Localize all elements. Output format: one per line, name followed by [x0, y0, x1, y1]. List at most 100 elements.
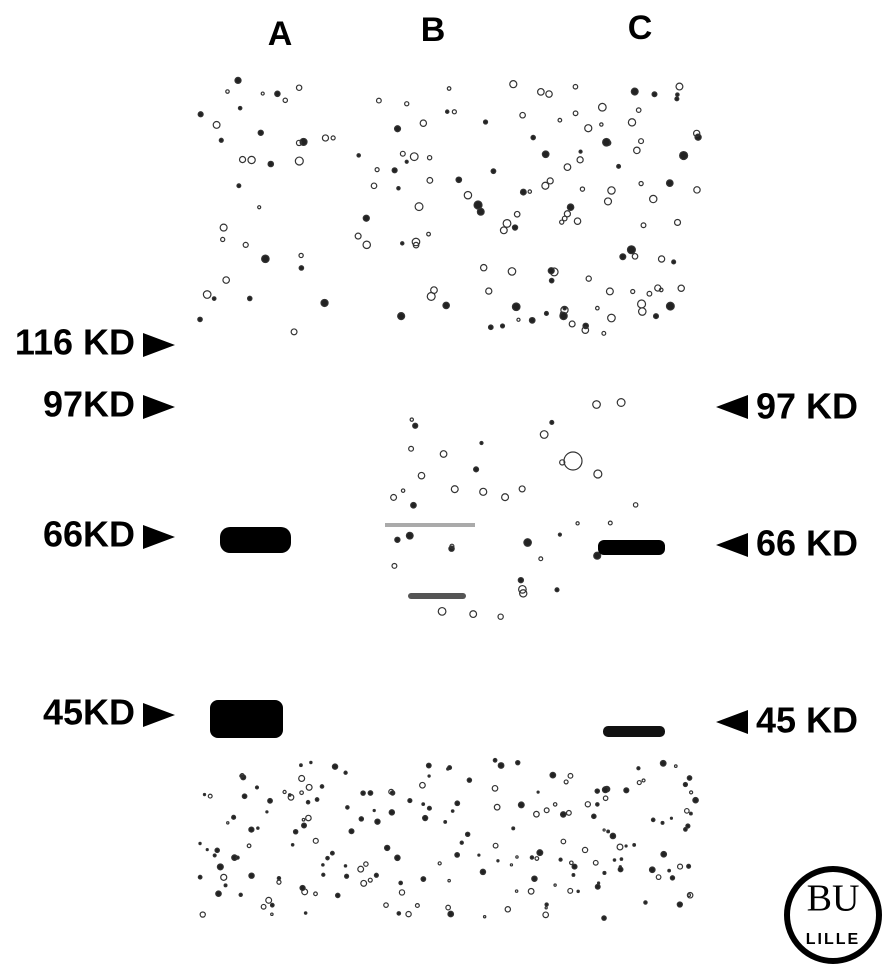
marker-label: 97KD: [43, 384, 135, 425]
speckle-dot: [532, 876, 537, 881]
speckle-dot: [198, 875, 202, 879]
lane-label: C: [628, 9, 653, 47]
speckle-dot: [537, 791, 539, 793]
speckle-dot: [232, 815, 236, 819]
speckle-dot: [524, 539, 531, 546]
speckle-dot: [512, 827, 515, 830]
speckle-dot: [455, 801, 460, 806]
speckle-dot: [217, 864, 223, 870]
speckle-dot: [572, 864, 577, 869]
speckle-dot: [661, 821, 664, 824]
speckle-dot: [548, 268, 554, 274]
speckle-dot: [411, 503, 417, 509]
speckle-dot: [270, 903, 274, 907]
band: [220, 527, 291, 553]
background: [0, 0, 883, 976]
marker-label: 116 KD: [15, 322, 135, 363]
stamp-text: LILLE: [806, 931, 860, 948]
speckle-dot: [248, 296, 252, 300]
speckle-dot: [344, 865, 346, 867]
speckle-dot: [336, 893, 340, 897]
speckle-dot: [451, 810, 453, 812]
speckle-dot: [545, 903, 548, 906]
speckle-dot: [359, 817, 363, 821]
blot-figure: A B C 116 KD 97KD 66KD 45KD 97 KD 66 KD …: [0, 0, 883, 976]
speckle-dot: [427, 806, 431, 810]
speckle-dot: [455, 853, 460, 858]
speckle-dot: [603, 872, 606, 875]
speckle-dot: [385, 845, 390, 850]
speckle-dot: [579, 150, 582, 153]
speckle-dot: [687, 864, 691, 868]
speckle-dot: [198, 317, 202, 321]
speckle-dot: [213, 854, 216, 857]
speckle-dot: [567, 204, 573, 210]
speckle-dot: [315, 798, 319, 802]
speckle-dot: [610, 833, 615, 838]
speckle-dot: [203, 793, 205, 795]
speckle-dot: [624, 788, 629, 793]
speckle-dot: [357, 154, 360, 157]
speckle-dot: [249, 873, 254, 878]
band: [603, 726, 665, 737]
speckle-dot: [426, 763, 431, 768]
speckle-dot: [306, 801, 309, 804]
speckle-dot: [467, 778, 471, 782]
marker-label: 97 KD: [756, 386, 858, 427]
speckle-dot: [423, 815, 428, 820]
speckle-dot: [216, 891, 221, 896]
speckle-dot: [670, 817, 672, 819]
speckle-dot: [401, 242, 404, 245]
speckle-dot: [491, 169, 496, 174]
speckle-dot: [349, 829, 354, 834]
speckle-dot: [405, 160, 408, 163]
speckle-dot: [484, 120, 488, 124]
speckle-dot: [239, 893, 242, 896]
speckle-dot: [275, 91, 280, 96]
speckle-dot: [206, 849, 208, 851]
speckle-dot: [644, 901, 647, 904]
speckle-dot: [262, 255, 269, 262]
speckle-dot: [677, 902, 682, 907]
speckle-dot: [680, 152, 688, 160]
marker-label: 45 KD: [756, 700, 858, 741]
speckle-dot: [363, 215, 369, 221]
speckle-dot: [607, 830, 610, 833]
speckle-dot: [249, 827, 254, 832]
speckle-dot: [518, 578, 523, 583]
speckle-dot: [687, 776, 691, 780]
speckle-dot: [627, 246, 635, 254]
speckle-dot: [558, 533, 561, 536]
band: [210, 700, 283, 738]
speckle-dot: [667, 180, 674, 187]
speckle-dot: [693, 797, 698, 802]
speckle-dot: [478, 854, 480, 856]
speckle-dot: [466, 832, 470, 836]
speckle-dot: [332, 764, 337, 769]
speckle-dot: [501, 324, 505, 328]
speckle-dot: [620, 858, 622, 860]
speckle-dot: [666, 302, 674, 310]
speckle-dot: [344, 771, 347, 774]
speckle-dot: [683, 783, 687, 787]
speckle-dot: [661, 851, 667, 857]
speckle-dot: [518, 802, 524, 808]
speckle-dot: [480, 442, 483, 445]
speckle-dot: [592, 814, 596, 818]
speckle-dot: [595, 789, 599, 793]
speckle-dot: [672, 260, 676, 264]
speckle-dot: [602, 787, 608, 793]
speckle-dot: [690, 812, 693, 815]
speckle-dot: [618, 867, 623, 872]
speckle-dot: [448, 911, 454, 917]
speckle-dot: [620, 254, 626, 260]
speckle-dot: [544, 312, 548, 316]
speckle-dot: [595, 884, 600, 889]
speckle-dot: [421, 877, 426, 882]
speckle-dot: [649, 867, 655, 873]
marker-label: 45KD: [43, 692, 135, 733]
speckle-dot: [549, 278, 553, 282]
speckle-dot: [631, 88, 638, 95]
speckle-dot: [474, 467, 479, 472]
speckle-dot: [531, 135, 535, 139]
